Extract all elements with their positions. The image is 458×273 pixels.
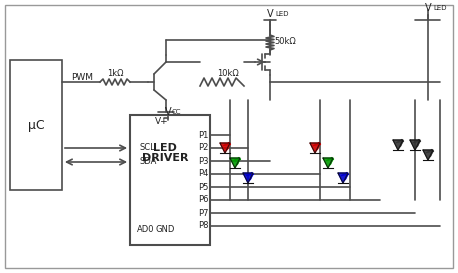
Text: V: V bbox=[165, 107, 171, 117]
Text: LED: LED bbox=[153, 143, 177, 153]
Bar bbox=[10, 60, 62, 190]
Text: GND: GND bbox=[155, 225, 174, 235]
Text: P6: P6 bbox=[198, 195, 208, 204]
Text: AD0: AD0 bbox=[137, 225, 154, 235]
Polygon shape bbox=[393, 140, 403, 150]
Text: P4: P4 bbox=[198, 170, 208, 179]
Text: SDA: SDA bbox=[140, 158, 158, 167]
Text: 1kΩ: 1kΩ bbox=[107, 70, 123, 79]
Text: V: V bbox=[267, 9, 273, 19]
Polygon shape bbox=[230, 158, 240, 168]
Text: V+: V+ bbox=[155, 117, 169, 126]
Polygon shape bbox=[310, 143, 320, 153]
Text: P7: P7 bbox=[198, 209, 208, 218]
Text: CC: CC bbox=[172, 109, 181, 115]
Text: SCL: SCL bbox=[140, 144, 156, 153]
Polygon shape bbox=[423, 150, 433, 160]
Text: LED: LED bbox=[275, 11, 289, 17]
Text: P1: P1 bbox=[198, 130, 208, 140]
Text: P2: P2 bbox=[198, 144, 208, 153]
Text: P5: P5 bbox=[198, 182, 208, 191]
Polygon shape bbox=[243, 173, 253, 183]
Text: 10kΩ: 10kΩ bbox=[217, 70, 239, 79]
Polygon shape bbox=[323, 158, 333, 168]
Text: V: V bbox=[425, 3, 431, 13]
Text: 50kΩ: 50kΩ bbox=[274, 37, 296, 46]
Text: P3: P3 bbox=[198, 156, 208, 165]
Text: LED: LED bbox=[433, 5, 447, 11]
Polygon shape bbox=[220, 143, 230, 153]
Polygon shape bbox=[410, 140, 420, 150]
Text: μC: μC bbox=[27, 118, 44, 132]
Text: PWM: PWM bbox=[71, 73, 93, 82]
Bar bbox=[130, 115, 210, 245]
Polygon shape bbox=[338, 173, 348, 183]
Text: DRIVER: DRIVER bbox=[142, 153, 188, 163]
Text: P8: P8 bbox=[198, 221, 208, 230]
